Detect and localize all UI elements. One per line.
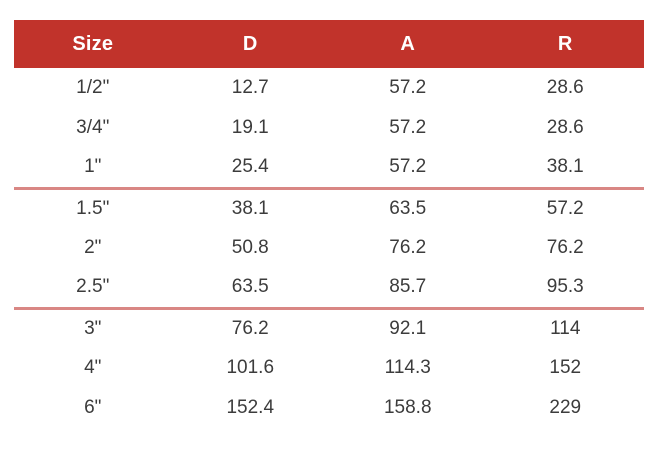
- table-row: 1" 25.4 57.2 38.1: [14, 148, 644, 190]
- column-header-d: D: [171, 20, 329, 68]
- table-header: Size D A R: [14, 20, 644, 68]
- table-row: 3/4" 19.1 57.2 28.6: [14, 108, 644, 148]
- r-cell: 152: [549, 357, 582, 378]
- table-row: 6" 152.4 158.8 229: [14, 388, 644, 428]
- size-cell: 4": [84, 357, 102, 378]
- a-cell: 85.7: [329, 268, 487, 310]
- table-row: 4" 101.6 114.3 152: [14, 348, 644, 388]
- a-cell: 57.2: [389, 77, 427, 98]
- d-cell: 38.1: [231, 197, 269, 219]
- column-header-r: R: [486, 20, 644, 68]
- column-header-a: A: [329, 20, 487, 68]
- a-cell: 57.2: [329, 148, 487, 190]
- table-body: 1/2" 12.7 57.2 28.6 3/4" 19.1 57.2 28.6 …: [14, 68, 644, 428]
- size-cell: 3": [84, 317, 102, 339]
- d-cell: 76.2: [231, 317, 269, 339]
- size-cell: 1/2": [76, 77, 110, 98]
- table-row: 1/2" 12.7 57.2 28.6: [14, 68, 644, 108]
- a-cell: 114.3: [384, 357, 431, 378]
- d-cell: 19.1: [231, 117, 269, 138]
- d-cell: 101.6: [226, 357, 275, 378]
- d-cell: 25.4: [171, 148, 329, 190]
- r-cell: 38.1: [486, 148, 644, 190]
- size-cell: 6": [84, 397, 102, 418]
- size-cell: 1.5": [76, 197, 110, 219]
- r-cell: 28.6: [546, 117, 584, 138]
- size-cell: 1": [14, 148, 172, 190]
- table-row: 2" 50.8 76.2 76.2: [14, 228, 644, 268]
- d-cell: 152.4: [226, 397, 275, 418]
- r-cell: 114: [550, 317, 581, 339]
- dimensions-table: Size D A R 1/2" 12.7 57.2 28.6 3/4" 19.1…: [14, 20, 644, 428]
- a-cell: 57.2: [389, 117, 427, 138]
- d-cell: 50.8: [231, 237, 269, 258]
- r-cell: 76.2: [546, 237, 584, 258]
- header-row: Size D A R: [14, 20, 644, 68]
- size-cell: 2.5": [14, 268, 172, 310]
- table-row: 2.5" 63.5 85.7 95.3: [14, 268, 644, 310]
- r-cell: 229: [549, 397, 582, 418]
- column-header-size: Size: [14, 20, 172, 68]
- a-cell: 63.5: [389, 197, 427, 219]
- a-cell: 92.1: [389, 317, 427, 339]
- r-cell: 57.2: [546, 197, 584, 219]
- size-cell: 2": [84, 237, 102, 258]
- a-cell: 158.8: [383, 397, 432, 418]
- spec-table-container: Size D A R 1/2" 12.7 57.2 28.6 3/4" 19.1…: [14, 20, 644, 428]
- size-cell: 3/4": [76, 117, 110, 138]
- table-row: 3" 76.2 92.1 114: [14, 308, 644, 348]
- d-cell: 63.5: [171, 268, 329, 310]
- r-cell: 28.6: [546, 77, 584, 98]
- r-cell: 95.3: [486, 268, 644, 310]
- table-row: 1.5" 38.1 63.5 57.2: [14, 188, 644, 228]
- a-cell: 76.2: [389, 237, 427, 258]
- d-cell: 12.7: [231, 77, 269, 98]
